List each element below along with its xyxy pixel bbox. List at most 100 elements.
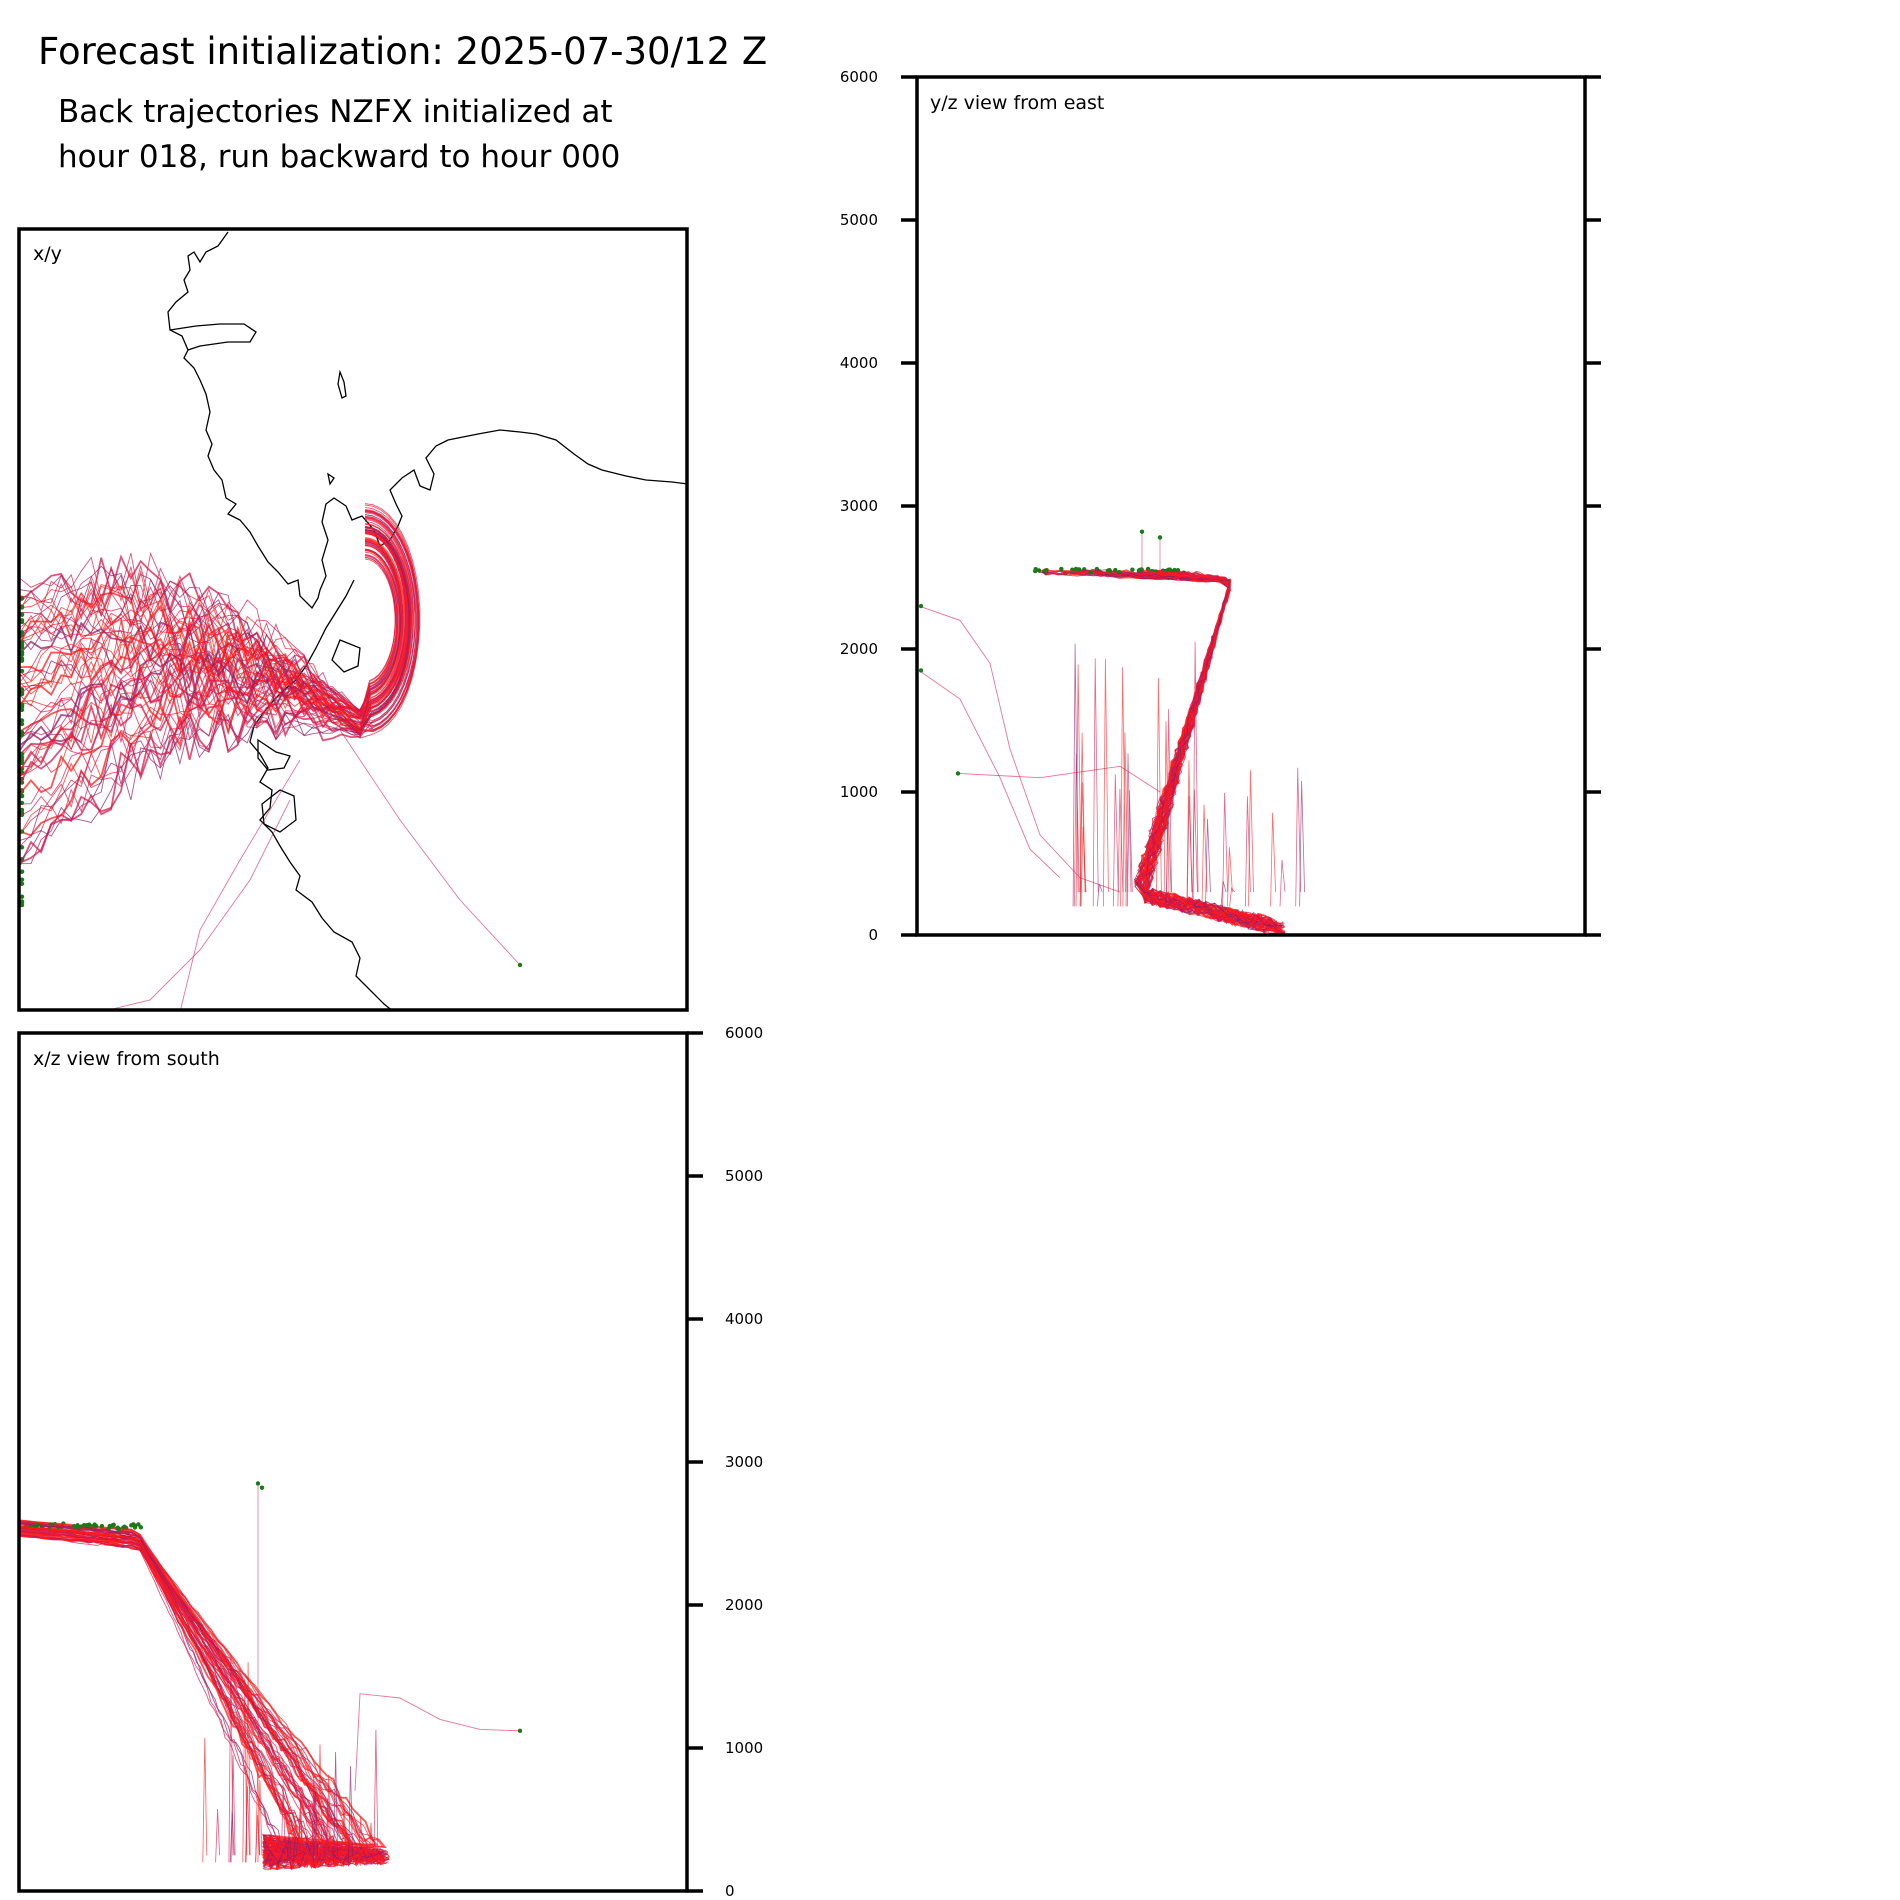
trajectory-line [1092,658,1099,907]
trajectory-line [1201,804,1208,907]
trajectory-line [1144,569,1278,930]
trajectory-line [1220,880,1227,907]
trajectory-line [354,1693,521,1791]
yz-trajectories [918,529,1305,935]
trajectory-line [19,526,411,732]
trajectory-line [19,548,401,864]
trajectory-endpoint [918,603,924,609]
xy-panel-label: x/y [33,243,62,265]
trajectory-line [230,1755,236,1863]
trajectory-line [19,551,398,770]
trajectory-line [1227,847,1233,907]
trajectory-endpoint [19,894,25,899]
trajectory-line [19,1523,386,1870]
trajectory-line [1126,790,1133,907]
coastline-north-peninsula [169,323,257,351]
trajectory-line [19,514,416,721]
trajectory-line [19,1522,390,1867]
trajectory-endpoint [19,721,25,727]
trajectory-line [257,1779,263,1863]
trajectory-endpoint [84,1523,89,1528]
trajectory-line [918,605,1121,893]
xz-frame [17,1031,689,1893]
trajectory-endpoint [19,618,25,623]
xz-panel-label: x/z view from south [33,1048,220,1070]
trajectory-line [1139,568,1286,934]
trajectory-endpoint [517,1728,523,1734]
y-tick-label: 2000 [725,1596,763,1614]
trajectory-line [292,1836,298,1863]
trajectory-line [19,517,414,717]
trajectory-line [1039,572,1284,928]
y-tick-label: 6000 [725,1024,763,1042]
trajectory-endpoint [1088,570,1093,575]
trajectory-endpoint [19,881,25,886]
trajectory-line [180,759,301,1010]
trajectory-line [19,531,409,730]
yz-y-axis: 0 1000 2000 3000 4000 5000 6000 [840,68,1601,944]
trajectory-endpoint [1033,568,1038,574]
trajectory-endpoint [19,649,25,655]
trajectory-line [286,1832,292,1863]
trajectory-line [19,1527,382,1867]
y-tick-label: 4000 [725,1310,763,1328]
trajectory-line [333,1751,338,1863]
trajectory-line [1138,569,1284,929]
y-tick-label: 6000 [840,68,878,86]
trajectory-line [297,1808,303,1863]
y-tick-label: 3000 [840,497,878,515]
trajectory-line [1163,721,1170,907]
trajectory-line [1103,658,1109,907]
trajectory-line [202,1737,208,1863]
yz-panel: y/z view from east 0 1000 2000 3000 4000 5000… [840,68,1601,944]
trajectory-endpoint [19,732,25,738]
trajectory-endpoint [1113,567,1118,573]
trajectory-line [1270,812,1276,907]
trajectory-line [1096,883,1103,907]
xz-y-axis: 0 1000 2000 3000 4000 5000 6000 [687,1024,763,1900]
trajectory-line [1139,569,1278,934]
trajectory-endpoint [1036,568,1042,573]
trajectory-line [19,539,404,796]
y-tick-label: 5000 [725,1167,763,1185]
trajectory-line [317,1744,323,1863]
coastline-island [327,369,347,486]
trajectory-line [1072,643,1079,907]
y-tick-label: 1000 [725,1739,763,1757]
trajectory-endpoint [110,1522,115,1528]
trajectory-endpoint [955,771,961,776]
trajectory-line [1090,568,1283,927]
coastline-south [249,579,393,1010]
trajectory-endpoint [19,630,25,635]
trajectory-line [1065,569,1280,933]
trajectory-line [324,1839,329,1863]
trajectory-endpoint [1130,567,1135,572]
trajectory-line [339,729,521,966]
trajectory-line [957,765,1161,793]
trajectory-endpoint [1077,567,1082,572]
trajectory-endpoint [74,1525,80,1530]
trajectory-line [348,1765,353,1863]
subtitle-line-2: hour 018, run backward to hour 000 [58,139,621,175]
y-tick-label: 1000 [840,783,878,801]
trajectory-line [358,1816,364,1863]
trajectory-line [1166,709,1172,907]
subtitle-line-1: Back trajectories NZFX initialized at [58,94,613,130]
trajectory-line [1080,826,1087,907]
trajectory-endpoint [19,793,25,799]
trajectory-endpoint [19,718,25,723]
trajectory-line [1156,677,1162,907]
trajectory-line [19,518,413,713]
trajectory-line [1192,641,1199,907]
trajectory-endpoint [122,1524,127,1529]
trajectory-endpoint [79,1524,84,1529]
trajectory-line [1137,569,1285,933]
trajectory-line [19,1525,389,1865]
y-tick-label: 0 [868,926,878,944]
trajectory-line [19,545,402,820]
trajectory-endpoint [19,702,25,708]
trajectory-endpoint [19,807,25,813]
xy-frame [17,227,689,1012]
trajectory-line [19,529,410,731]
